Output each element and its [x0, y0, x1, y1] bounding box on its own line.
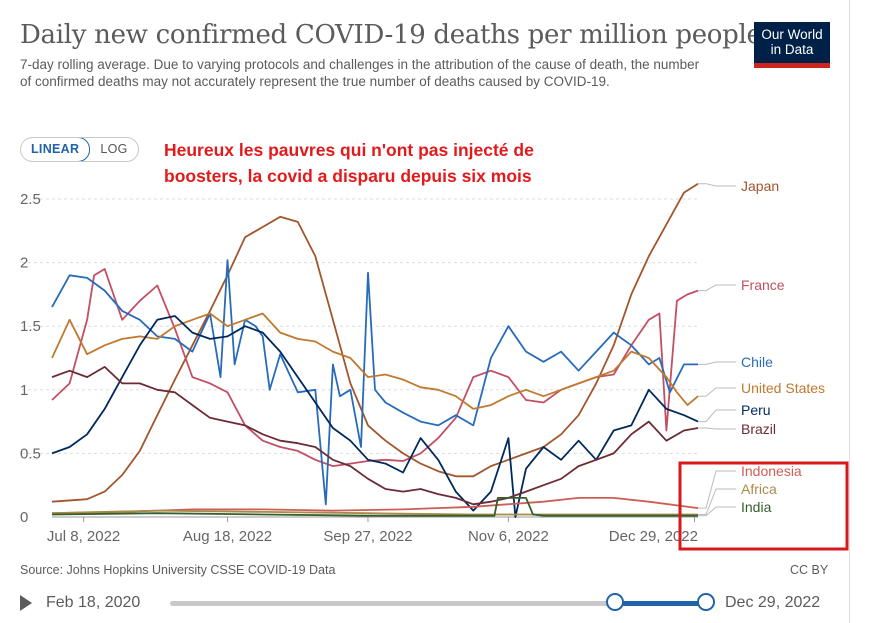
series-label-france: France [741, 277, 785, 293]
logo-accent-bar [754, 63, 830, 68]
x-tick-label: Sep 27, 2022 [323, 528, 412, 545]
y-tick-label: 1.5 [20, 318, 41, 335]
series-label-chile: Chile [741, 354, 773, 370]
chart-frame: Daily new confirmed COVID-19 deaths per … [0, 0, 850, 623]
x-tick-label: Dec 29, 2022 [609, 528, 698, 545]
series-line-peru [51, 315, 699, 518]
series-line-chile [51, 259, 698, 506]
y-tick-label: 2.5 [20, 191, 41, 208]
license-link[interactable]: CC BY [790, 563, 829, 577]
label-connector [698, 183, 736, 187]
series-line-africa [51, 509, 698, 516]
series-label-united-states: United States [741, 380, 825, 396]
scale-toggle[interactable]: LINEAR LOG [20, 137, 139, 162]
series-label-indonesia: Indonesia [741, 463, 802, 479]
x-tick-label: Nov 6, 2022 [468, 528, 549, 545]
series-line-brazil [51, 365, 699, 506]
owid-logo[interactable]: Our World in Data [754, 22, 830, 68]
series-label-india: India [741, 499, 772, 515]
y-tick-label: 2 [20, 255, 28, 272]
label-connector [698, 284, 736, 292]
chart-subtitle: 7-day rolling average. Due to varying pr… [20, 57, 700, 89]
series-label-peru: Peru [741, 402, 771, 418]
source-note[interactable]: Source: Johns Hopkins University CSSE CO… [20, 563, 336, 577]
label-connector [698, 427, 736, 430]
play-icon[interactable] [20, 595, 32, 611]
label-connector [698, 361, 736, 365]
annotation-line1: Heureux les pauvres qui n'ont pas inject… [164, 140, 534, 160]
label-connector [698, 488, 736, 515]
series-line-france [51, 268, 699, 468]
timeline-track[interactable] [170, 601, 706, 606]
annotation-line2: boosters, la covid a disparu depuis six … [164, 166, 532, 186]
highlight-box [678, 461, 849, 551]
timeline-end-label[interactable]: Dec 29, 2022 [725, 594, 821, 611]
series-line-united-states [51, 312, 699, 410]
linear-scale-button[interactable]: LINEAR [20, 138, 91, 161]
y-tick-label: 0 [20, 509, 28, 526]
logo-line1: Our World [761, 27, 823, 42]
label-connector [698, 387, 736, 397]
x-tick-label: Jul 8, 2022 [47, 528, 120, 545]
timeline-start-label[interactable]: Feb 18, 2020 [46, 594, 141, 611]
series-label-brazil: Brazil [741, 421, 776, 437]
y-tick-label: 0.5 [20, 445, 41, 462]
timeline-selection [614, 601, 706, 606]
chart-title: Daily new confirmed COVID-19 deaths per … [20, 20, 762, 50]
annotation-text: Heureux les pauvres qui n'ont pas inject… [164, 137, 644, 189]
series-line-japan [51, 182, 699, 503]
timeline-end-handle[interactable] [697, 593, 715, 611]
series-line-indonesia [51, 496, 699, 515]
y-tick-label: 1 [20, 382, 28, 399]
label-connector [698, 470, 736, 509]
series-label-africa: Africa [741, 481, 777, 497]
label-connector [698, 409, 736, 423]
timeline: Feb 18, 2020 Dec 29, 2022 [0, 588, 850, 620]
log-scale-button[interactable]: LOG [100, 142, 128, 156]
line-chart: 0 0.5 1 1.5 2 2.5 Jul 8, 2022 Aug 18, 2022 Sep 2… [20, 178, 849, 551]
timeline-start-handle[interactable] [605, 593, 624, 611]
series-line-india [51, 496, 698, 517]
series-label-japan: Japan [741, 178, 779, 194]
label-connector [698, 506, 736, 517]
x-tick-label: Aug 18, 2022 [183, 528, 272, 545]
logo-line2: in Data [770, 42, 814, 57]
